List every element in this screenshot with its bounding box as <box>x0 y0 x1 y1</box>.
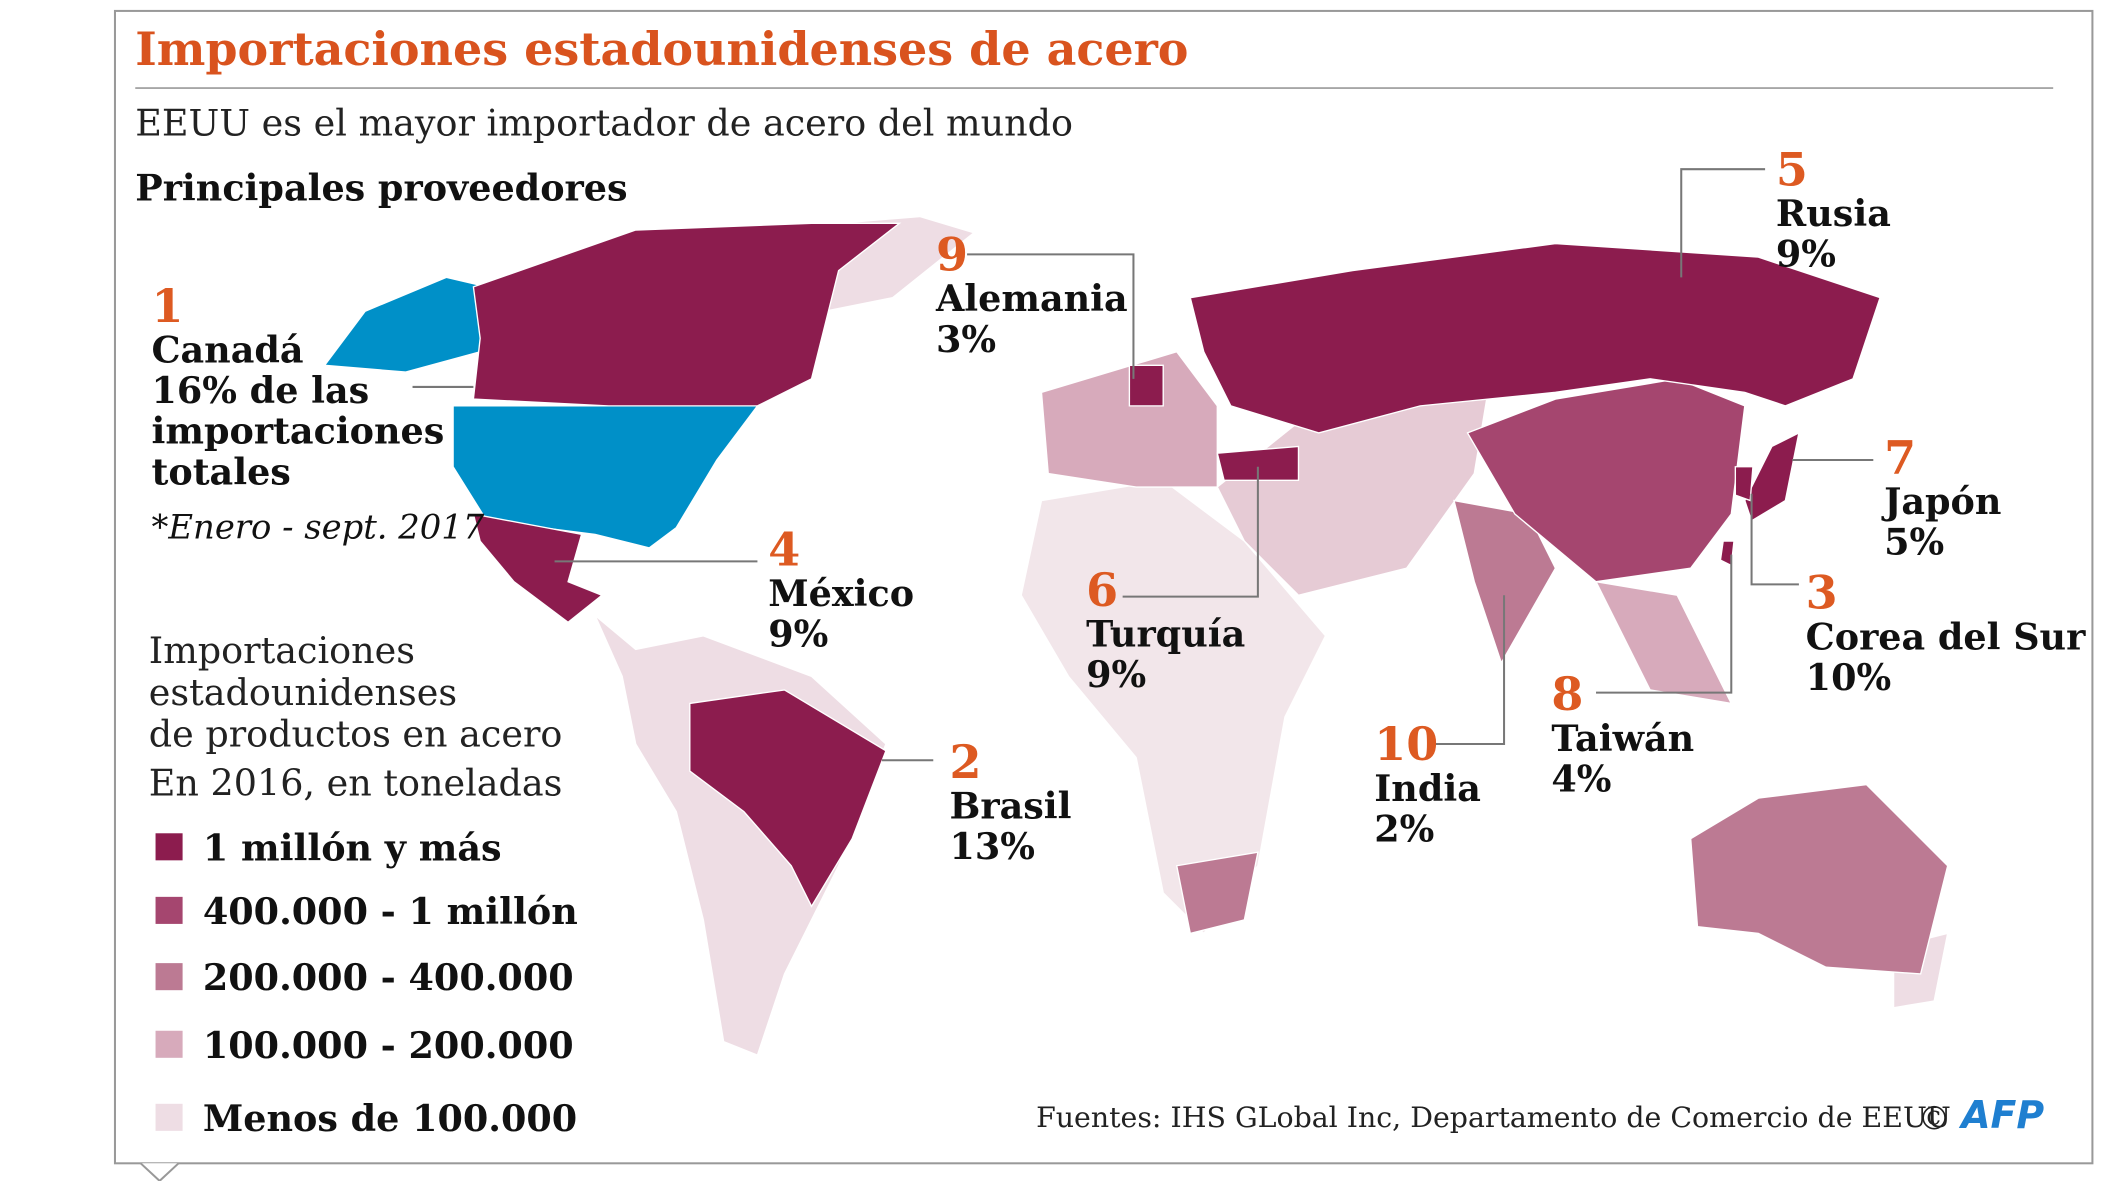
rank: 5 <box>1776 142 1808 196</box>
legend-swatch <box>155 833 183 861</box>
legend-label: 200.000 - 400.000 <box>203 956 574 999</box>
country: Corea del Sur <box>1806 615 2086 658</box>
rank: 7 <box>1884 431 1916 485</box>
legend-title: En 2016, en toneladas <box>149 761 563 804</box>
rank: 4 <box>768 522 800 576</box>
country: México <box>768 572 914 615</box>
legend-label: Menos de 100.000 <box>203 1097 577 1140</box>
rank: 2 <box>950 735 982 789</box>
country: Turquía <box>1086 613 1245 656</box>
country: Rusia <box>1776 192 1891 235</box>
country: Canadá <box>151 329 303 372</box>
map <box>323 215 1949 1057</box>
rank: 10 <box>1374 717 1438 771</box>
share: importaciones <box>151 410 444 453</box>
country: Japón <box>1881 480 2001 523</box>
share: 10% <box>1806 656 1891 699</box>
legend-swatch <box>155 896 183 924</box>
rank: 1 <box>151 279 183 333</box>
share: 16% de las <box>151 369 369 412</box>
rank: 8 <box>1551 667 1583 721</box>
section: Principales proveedores <box>135 166 627 209</box>
country: Alemania <box>935 277 1128 320</box>
legend-swatch <box>155 963 183 991</box>
legend-swatch <box>155 1103 183 1131</box>
share: 4% <box>1551 757 1611 800</box>
logo: AFP <box>1958 1093 2044 1137</box>
legend-title: estadounidenses <box>149 671 457 714</box>
country: Taiwán <box>1551 717 1694 760</box>
title: Importaciones estadounidenses de acero <box>135 22 1188 76</box>
share: totales <box>151 450 290 493</box>
share: 2% <box>1374 807 1434 850</box>
country: Brasil <box>950 784 1072 827</box>
legend-label: 100.000 - 200.000 <box>203 1024 574 1067</box>
share: 9% <box>1086 653 1146 696</box>
rank: 9 <box>936 228 968 282</box>
rank: 3 <box>1806 566 1838 620</box>
share: 13% <box>950 825 1035 868</box>
legend-label: 400.000 - 1 millón <box>203 890 578 933</box>
country: India <box>1374 767 1481 810</box>
subtitle: EEUU es el mayor importador de acero del… <box>135 101 1073 144</box>
share: 3% <box>936 318 996 361</box>
rank: 6 <box>1086 563 1118 617</box>
share: 9% <box>768 613 828 656</box>
note: *Enero - sept. 2017 <box>151 507 484 546</box>
legend-label: 1 millón y más <box>203 826 502 869</box>
pointer <box>139 1162 180 1181</box>
leader-lines <box>412 168 1874 762</box>
share: 9% <box>1776 233 1836 276</box>
copyright: © <box>1918 1099 1950 1137</box>
legend-swatch <box>155 1030 183 1058</box>
share: 5% <box>1884 521 1944 564</box>
legend-title: de productos en acero <box>149 713 563 756</box>
source: Fuentes: IHS GLobal Inc, Departamento de… <box>1036 1101 1951 1134</box>
legend-title: Importaciones <box>149 629 415 672</box>
